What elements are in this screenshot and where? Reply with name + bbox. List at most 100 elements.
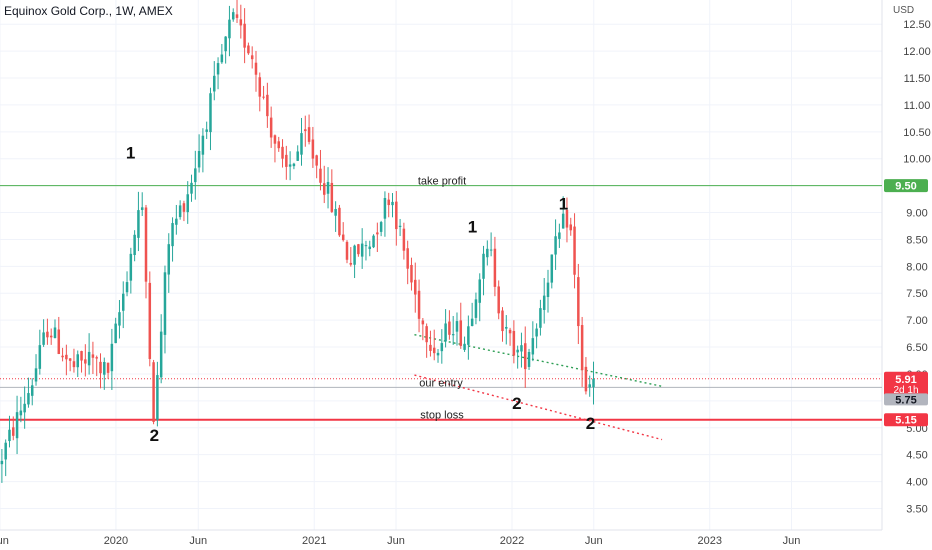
candle-up xyxy=(326,181,330,194)
candle-up xyxy=(76,354,79,368)
candle-down xyxy=(239,19,243,26)
candle-up xyxy=(588,384,591,388)
y-tick-label: 10.50 xyxy=(903,127,931,139)
candle-up xyxy=(118,312,121,326)
candle-down xyxy=(315,155,318,166)
candle-up xyxy=(209,93,212,133)
candle-down xyxy=(46,331,49,338)
candle-down xyxy=(152,362,155,422)
candle-down xyxy=(68,358,72,361)
candle-down xyxy=(448,321,451,335)
candle-down xyxy=(497,286,500,314)
x-tick-label: Jun xyxy=(387,535,405,547)
wave-label-1: 1 xyxy=(468,217,477,236)
candle-up xyxy=(23,403,26,413)
y-tick-label: 9.00 xyxy=(906,208,927,220)
candle-up xyxy=(220,54,224,63)
candle-up xyxy=(159,331,163,378)
last-price-tag-bg xyxy=(884,371,928,396)
candle-up xyxy=(288,164,292,167)
candle-down xyxy=(330,182,334,212)
last-price-tag: 5.91 xyxy=(895,374,916,386)
candle-down xyxy=(357,244,360,255)
entry-tag: 5.75 xyxy=(895,394,916,406)
candle-up xyxy=(531,338,535,355)
candle-down xyxy=(61,355,64,358)
y-tick-label: 3.50 xyxy=(906,503,927,515)
candle-down xyxy=(277,141,280,149)
candle-up xyxy=(137,210,140,238)
candle-up xyxy=(197,150,201,168)
candle-down xyxy=(580,325,584,371)
candle-up xyxy=(0,460,4,465)
candle-up xyxy=(550,254,554,283)
candle-up xyxy=(486,248,489,258)
candle-up xyxy=(103,361,106,375)
candle-up xyxy=(186,194,189,213)
candle-up xyxy=(87,351,91,366)
candle-down xyxy=(410,264,413,283)
entry-tag-bg xyxy=(884,393,928,406)
candle-up xyxy=(228,19,231,39)
candle-down xyxy=(417,290,421,319)
candle-up xyxy=(440,343,444,352)
y-tick-label: 11.50 xyxy=(904,73,931,85)
candle-up xyxy=(516,349,519,353)
x-tick-label: 2020 xyxy=(104,535,128,547)
candle-up xyxy=(379,222,383,232)
candle-up xyxy=(163,272,167,335)
candle-down xyxy=(72,361,76,368)
candle-up xyxy=(34,368,38,382)
candle-up xyxy=(391,201,394,206)
x-tick-label: Jun xyxy=(0,535,9,547)
candle-down xyxy=(501,310,504,332)
candle-down xyxy=(387,199,390,206)
candle-up xyxy=(334,209,337,216)
candle-up xyxy=(467,326,470,345)
candle-down xyxy=(429,344,432,351)
x-tick-label: Jun xyxy=(189,535,207,547)
candle-down xyxy=(258,77,262,97)
candle-down xyxy=(273,135,277,144)
candle-up xyxy=(546,282,550,298)
candle-up xyxy=(30,385,34,396)
candle-down xyxy=(345,241,349,260)
candle-up xyxy=(156,375,159,420)
candle-up xyxy=(133,234,136,256)
candle-down xyxy=(584,366,588,392)
candle-up xyxy=(478,279,481,303)
candle-up xyxy=(42,332,45,345)
candle-down xyxy=(322,183,326,195)
candle-down xyxy=(523,343,527,370)
y-tick-label: 11.00 xyxy=(904,100,931,112)
candle-down xyxy=(247,45,250,54)
candle-up xyxy=(398,225,402,228)
candle-down xyxy=(421,320,425,325)
candle-up xyxy=(436,352,440,356)
candle-up xyxy=(140,207,144,210)
candle-up xyxy=(372,235,375,248)
candle-up xyxy=(474,299,478,318)
entry-label: our entry xyxy=(419,377,463,389)
candle-down xyxy=(235,14,239,18)
candle-down xyxy=(304,129,307,132)
candle-down xyxy=(269,117,273,138)
y-tick-label: 6.50 xyxy=(906,342,927,354)
candle-up xyxy=(296,151,299,161)
candle-up xyxy=(114,323,117,344)
candle-down xyxy=(425,326,428,343)
candle-up xyxy=(542,295,546,310)
candle-down xyxy=(459,320,463,346)
candle-up xyxy=(505,326,508,329)
candle-down xyxy=(319,168,322,183)
candle-down xyxy=(250,55,254,60)
candle-up xyxy=(125,282,129,293)
candle-down xyxy=(573,226,576,275)
candle-down xyxy=(144,207,148,282)
candles xyxy=(0,0,595,483)
candle-up xyxy=(300,133,303,155)
candle-up xyxy=(190,182,193,194)
candle-up xyxy=(122,293,125,311)
